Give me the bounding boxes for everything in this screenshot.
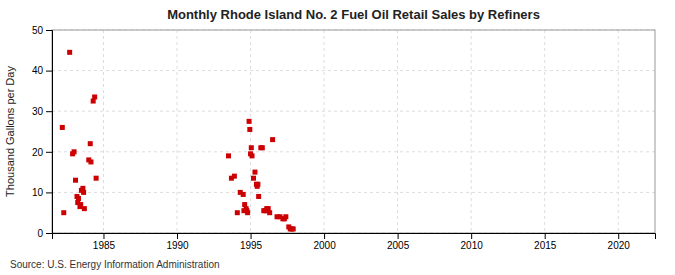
- point: [251, 176, 256, 181]
- point: [81, 190, 86, 195]
- point: [247, 127, 252, 132]
- x-tick: 2020: [608, 233, 631, 251]
- point: [82, 206, 87, 211]
- x-tick-mark: [324, 233, 325, 239]
- y-grid-line: [52, 151, 655, 152]
- x-tick-label: 2020: [608, 240, 631, 251]
- y-tick: 20: [32, 147, 52, 158]
- point: [226, 153, 231, 158]
- source-note: Source: U.S. Energy Information Administ…: [10, 259, 220, 270]
- grid: [52, 30, 655, 233]
- point: [255, 182, 260, 187]
- x-tick-label: 2005: [387, 240, 410, 251]
- y-tick-mark: [46, 71, 52, 72]
- y-axis: 0 10 20 30 40 50: [32, 25, 53, 239]
- point: [283, 214, 288, 219]
- point: [252, 170, 257, 175]
- y-tick-label: 30: [32, 106, 44, 117]
- point: [291, 226, 296, 231]
- point: [61, 210, 66, 215]
- x-axis-line: [53, 234, 656, 240]
- x-grid-line: [471, 30, 472, 233]
- point: [235, 210, 240, 215]
- x-grid-line: [544, 30, 545, 233]
- point: [76, 196, 81, 201]
- point: [60, 125, 65, 130]
- x-tick-label: 1995: [240, 240, 263, 251]
- x-tick: 2005: [387, 233, 410, 251]
- y-tick-label: 50: [32, 25, 44, 36]
- y-axis-line: [46, 31, 53, 234]
- x-grid-line: [177, 30, 178, 233]
- point: [88, 159, 93, 164]
- point: [267, 210, 272, 215]
- point: [94, 176, 99, 181]
- y-tick-label: 10: [32, 187, 44, 198]
- point: [250, 153, 255, 158]
- x-grid-line: [397, 30, 398, 233]
- x-tick-mark: [103, 233, 104, 239]
- y-tick-mark: [46, 30, 52, 31]
- x-tick: 1990: [166, 233, 189, 251]
- x-tick: 2015: [534, 233, 557, 251]
- point: [232, 174, 237, 179]
- x-tick: 1985: [93, 233, 116, 251]
- y-grid-line: [52, 111, 655, 112]
- y-tick: 50: [32, 25, 52, 36]
- y-tick: 40: [32, 65, 52, 76]
- x-tick-label: 2000: [313, 240, 336, 251]
- y-grid-line: [52, 70, 655, 71]
- x-grid-line: [103, 30, 104, 233]
- plot-frame: [52, 30, 655, 233]
- point: [260, 145, 265, 150]
- x-tick-mark: [177, 233, 178, 239]
- plot-area: 1985 1990 1995 2000 2005 2010 2015 2020 0 10 20 30 4…: [32, 25, 656, 251]
- x-tick-label: 1985: [93, 240, 116, 251]
- y-tick-label: 0: [37, 228, 43, 239]
- y-tick-mark: [46, 233, 52, 234]
- y-tick: 0: [37, 228, 52, 239]
- point: [270, 137, 275, 142]
- x-tick-label: 1990: [166, 240, 189, 251]
- y-axis-title: Thousand Gallons per Day: [4, 66, 16, 197]
- y-tick-label: 40: [32, 65, 44, 76]
- x-axis: 1985 1990 1995 2000 2005 2010 2015 2020: [53, 233, 656, 251]
- point: [247, 119, 252, 124]
- x-tick-mark: [251, 233, 252, 239]
- y-tick-mark: [46, 111, 52, 112]
- x-tick: 1995: [240, 233, 263, 251]
- x-tick: 2000: [313, 233, 336, 251]
- y-tick-mark: [46, 192, 52, 193]
- x-tick-mark: [471, 233, 472, 239]
- title: Monthly Rhode Island No. 2 Fuel Oil Reta…: [167, 7, 540, 22]
- y-tick: 30: [32, 106, 52, 117]
- x-tick-mark: [398, 233, 399, 239]
- point: [249, 145, 254, 150]
- point: [256, 194, 261, 199]
- point: [92, 94, 97, 99]
- chart: 1985 1990 1995 2000 2005 2010 2015 2020 0 10 20 30 4…: [0, 0, 675, 275]
- x-tick-mark: [545, 233, 546, 239]
- y-tick-label: 20: [32, 147, 44, 158]
- y-tick-mark: [46, 152, 52, 153]
- point: [245, 210, 250, 215]
- y-tick: 10: [32, 187, 52, 198]
- y-grid-line: [52, 192, 655, 193]
- x-tick-mark: [618, 233, 619, 239]
- point: [88, 141, 93, 146]
- point: [241, 192, 246, 197]
- x-tick-label: 2010: [461, 240, 484, 251]
- point: [67, 50, 72, 55]
- x-tick-label: 2015: [534, 240, 557, 251]
- point: [72, 149, 77, 154]
- x-grid-line: [618, 30, 619, 233]
- point: [73, 178, 78, 183]
- x-tick: 2010: [461, 233, 484, 251]
- points: [60, 50, 296, 232]
- x-grid-line: [324, 30, 325, 233]
